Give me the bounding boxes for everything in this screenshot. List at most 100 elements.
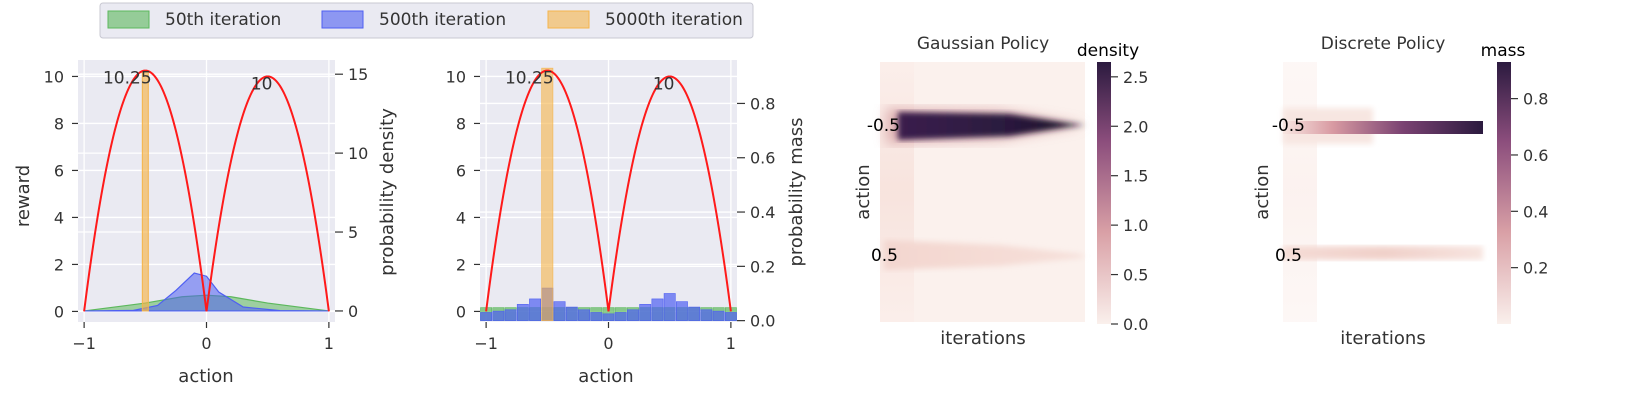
ytick-label: 8 xyxy=(456,114,466,133)
peak-annotation: 10 xyxy=(653,74,675,94)
mass-bar-2 xyxy=(553,301,566,321)
mass-bar-2 xyxy=(712,310,725,321)
mass-bar-3 xyxy=(541,67,554,321)
colorbar-discrete-ticks: 0.2 0.4 0.6 0.8 xyxy=(1511,90,1548,278)
legend-label-500th: 500th iteration xyxy=(379,10,506,30)
heatmap-discrete-background xyxy=(1283,62,1488,322)
colorbar-tick-label: 0.8 xyxy=(1523,90,1548,109)
ytick-label: 10 xyxy=(446,67,466,86)
row-label-discrete-neg: -0.5 xyxy=(1272,116,1305,136)
ytick-label: 6 xyxy=(456,161,466,180)
heatmap-discrete-early-spread xyxy=(1283,62,1317,322)
colorbar-gaussian-label: density xyxy=(1077,41,1139,61)
legend-label-5000th: 5000th iteration xyxy=(605,10,743,30)
legend-box xyxy=(99,2,754,39)
ytick-label: 2 xyxy=(456,255,466,274)
colorbar-tick-label: 1.5 xyxy=(1123,167,1148,186)
mass-bar-2 xyxy=(663,293,676,321)
ytick-label: 0 xyxy=(456,302,466,321)
panel-discrete-heatmap: Discrete Policy -0.5 0.5 action iteratio… xyxy=(1252,34,1548,349)
mass-bar-2 xyxy=(688,306,701,321)
mass-bar-2 xyxy=(578,309,590,321)
colorbar-discrete xyxy=(1497,62,1511,324)
peak-annotation: 10.25 xyxy=(505,69,554,89)
y2tick-label: 0.2 xyxy=(750,257,775,276)
mass-bar-2 xyxy=(529,298,541,321)
panel-gaussian-heatmap: Gaussian Policy -0.5 0.5 action iteratio… xyxy=(853,34,1148,349)
ylabel-reward: reward xyxy=(13,165,34,227)
y2tick-label: 0.4 xyxy=(750,203,775,222)
legend-swatch-500th xyxy=(321,10,364,29)
heatmap-discrete xyxy=(1283,62,1488,322)
y2tick-label: 0 xyxy=(348,302,358,321)
mass-bar-2 xyxy=(480,312,493,321)
xtick-label: −1 xyxy=(474,334,498,353)
title-discrete: Discrete Policy xyxy=(1321,34,1446,54)
colorbar-tick-label: 0.2 xyxy=(1523,259,1548,278)
marks-mass: 10.25 10 xyxy=(480,67,737,321)
legend-label-50th: 50th iteration xyxy=(165,10,281,30)
y2tick-label: 5 xyxy=(348,223,358,242)
colorbar-tick-label: 0.0 xyxy=(1123,315,1148,334)
title-gaussian: Gaussian Policy xyxy=(917,34,1049,54)
colorbar-tick-label: 2.5 xyxy=(1123,68,1148,87)
heatmap-gaussian-band-pos xyxy=(884,240,1085,270)
ytick-label: 4 xyxy=(456,208,466,227)
ytick-label: 8 xyxy=(54,114,64,133)
xtick-label: 0 xyxy=(603,334,613,353)
y2label-mass: probability mass xyxy=(786,117,807,266)
density-area-2 xyxy=(84,272,329,312)
mass-bar-2 xyxy=(651,298,664,321)
colorbar-gaussian-ticks: 0.0 0.5 1.0 1.5 2.0 2.5 xyxy=(1111,68,1148,334)
xlabel-gaussian: iterations xyxy=(940,328,1025,349)
xtick-label: 0 xyxy=(201,334,211,353)
xlabel-mass: action xyxy=(578,366,633,387)
xlabel-discrete: iterations xyxy=(1340,328,1425,349)
colorbar-tick-label: 0.5 xyxy=(1123,266,1148,285)
row-label-discrete-pos: 0.5 xyxy=(1275,246,1302,266)
legend-swatch-5000th xyxy=(547,10,590,29)
grid-density xyxy=(78,60,335,322)
colorbar-tick-label: 0.6 xyxy=(1523,146,1548,165)
mass-bar-2 xyxy=(676,301,688,321)
ytick-label: 0 xyxy=(54,302,64,321)
mass-bar-2 xyxy=(492,310,505,321)
colorbar-tick-label: 2.0 xyxy=(1123,117,1148,136)
ytick-label: 10 xyxy=(44,67,64,86)
mass-bar-2 xyxy=(516,304,529,321)
heatmap-gaussian xyxy=(880,62,1085,322)
ytick-label: 4 xyxy=(54,208,64,227)
row-label-gaussian-pos: 0.5 xyxy=(871,246,898,266)
mass-bar-2 xyxy=(565,306,578,321)
colorbar-tick-label: 0.4 xyxy=(1523,202,1548,221)
peak-annotation: 10 xyxy=(251,74,273,94)
row-label-gaussian-neg: -0.5 xyxy=(867,116,900,136)
mass-bar-2 xyxy=(724,312,737,321)
heatmap-discrete-band-neg xyxy=(1283,121,1483,134)
reward-curve xyxy=(83,69,330,312)
mass-bar-2 xyxy=(700,309,713,321)
colorbar-tick-label: 1.0 xyxy=(1123,216,1148,235)
mass-bar-2 xyxy=(639,304,652,321)
heatmap-discrete-band-pos xyxy=(1283,246,1483,260)
heatmap-gaussian-background xyxy=(880,62,1085,322)
peak-annotation: 10.25 xyxy=(103,69,152,89)
reward-curve xyxy=(485,69,732,312)
ytick-label: 2 xyxy=(54,255,64,274)
mass-bar-2 xyxy=(614,312,627,321)
heatmap-gaussian-early-spread xyxy=(880,62,914,322)
xtick-label: 1 xyxy=(324,334,334,353)
colorbar-gaussian xyxy=(1097,62,1111,324)
density-spike-3 xyxy=(141,70,149,312)
y2tick-label: 15 xyxy=(348,65,368,84)
marks-density: 10.25 10 xyxy=(83,69,330,312)
legend: 50th iteration 500th iteration 5000th it… xyxy=(99,2,754,39)
xtick-label: −1 xyxy=(72,334,96,353)
y2tick-label: 10 xyxy=(348,144,368,163)
legend-swatch-50th xyxy=(107,10,150,29)
colorbar-discrete-label: mass xyxy=(1481,41,1526,61)
